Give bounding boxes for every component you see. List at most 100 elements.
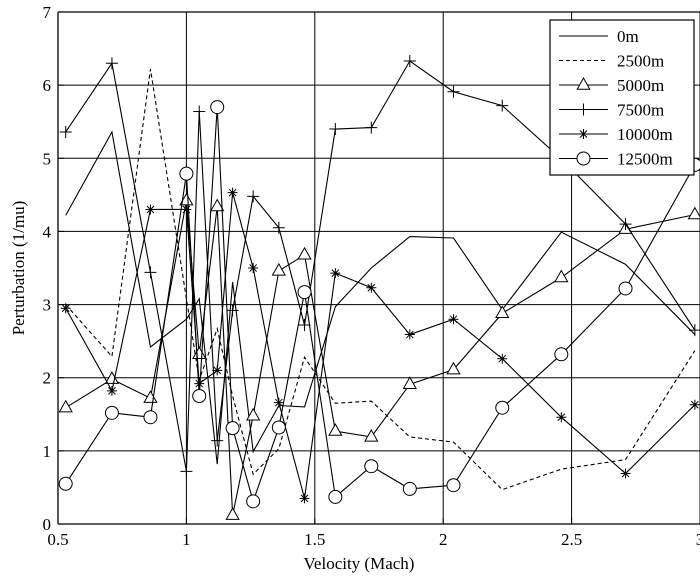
data-point: [556, 412, 567, 423]
data-point: [620, 468, 631, 479]
series-line-4: [65, 192, 696, 499]
data-point: [227, 187, 238, 198]
legend-label: 0m: [617, 27, 639, 46]
data-point: [181, 204, 192, 215]
series-1: [65, 68, 696, 491]
legend: 0m 2500m 5000m 7500m 10000m 12500m: [549, 19, 695, 176]
legend-label: 7500m: [617, 101, 664, 120]
data-point: [271, 262, 287, 276]
data-point: [366, 282, 377, 293]
data-point: [403, 55, 416, 68]
data-point: [689, 399, 700, 410]
data-point: [446, 478, 461, 493]
legend-label: 2500m: [617, 52, 664, 71]
series-line-5: [65, 107, 696, 504]
y-axis-label: Perturbation (1/mu): [9, 201, 28, 336]
legend-label: 12500m: [617, 150, 673, 169]
data-point: [329, 123, 342, 136]
data-point: [495, 305, 510, 319]
data-point: [194, 378, 205, 389]
data-point: [496, 99, 509, 112]
legend-marker: [577, 103, 590, 116]
data-point: [402, 481, 417, 496]
data-point: [106, 385, 117, 396]
data-point: [226, 304, 239, 317]
y-tick-label: 6: [43, 76, 52, 95]
data-point: [246, 494, 261, 509]
data-point: [104, 405, 119, 420]
data-point: [246, 407, 261, 421]
y-tick-label: 1: [43, 442, 52, 461]
data-point: [364, 428, 379, 442]
data-point: [298, 319, 311, 332]
legend-box: [549, 19, 695, 176]
data-point: [365, 121, 378, 134]
legend-marker: [576, 76, 591, 90]
data-point: [271, 420, 286, 435]
data-point: [192, 389, 207, 403]
data-point: [330, 268, 341, 279]
data-point: [554, 347, 569, 362]
series-line-0: [65, 130, 696, 465]
data-point: [59, 125, 72, 138]
data-point: [619, 218, 632, 231]
y-tick-label: 4: [43, 222, 52, 241]
data-point: [210, 198, 225, 212]
data-point: [225, 421, 240, 436]
data-point: [105, 57, 118, 70]
series-3: [59, 55, 700, 478]
data-point: [212, 365, 223, 376]
data-point: [143, 390, 158, 403]
x-tick-label: 0.5: [47, 530, 68, 549]
series-line-1: [65, 68, 696, 491]
y-tick-label: 5: [43, 149, 52, 168]
data-point: [273, 397, 284, 408]
axes: [57, 11, 700, 525]
data-point: [210, 100, 225, 115]
data-point: [145, 204, 156, 215]
y-tick-label: 7: [43, 3, 52, 22]
series-4: [60, 187, 700, 504]
legend-marker: [576, 151, 591, 166]
data-point: [58, 476, 73, 491]
data-point: [211, 434, 224, 447]
y-tick-label: 0: [43, 515, 52, 534]
data-point: [495, 400, 510, 415]
y-tick-label: 2: [43, 369, 52, 388]
data-point: [193, 105, 206, 118]
data-point: [143, 410, 158, 425]
data-point: [247, 190, 260, 203]
data-point: [364, 459, 379, 474]
x-tick-label: 3: [696, 530, 700, 549]
legend-label: 5000m: [617, 76, 664, 95]
data-point: [687, 206, 700, 220]
data-point: [554, 269, 569, 283]
legend-label: 10000m: [617, 125, 673, 144]
data-point: [297, 246, 312, 260]
data-point: [404, 329, 415, 340]
data-point: [225, 507, 240, 520]
data-point: [272, 221, 285, 234]
data-point: [299, 493, 310, 504]
data-point: [58, 399, 73, 413]
data-point: [297, 285, 312, 300]
data-point: [688, 324, 700, 337]
data-point: [618, 281, 633, 296]
data-point: [497, 353, 508, 364]
x-tick-label: 2: [439, 530, 448, 549]
tick-labels: 0.5 1 1.5 2 2.5 3 0 1 2 3 4 5 6 7: [43, 3, 700, 549]
series-line-2: [65, 200, 695, 516]
data-point: [446, 361, 461, 375]
series-0: [65, 130, 696, 465]
series-layer: [58, 55, 700, 520]
data-point: [448, 314, 459, 325]
x-tick-label: 1.5: [304, 530, 325, 549]
data-point: [60, 303, 71, 314]
data-point: [447, 85, 460, 98]
series-line-3: [65, 60, 696, 472]
data-point: [402, 376, 417, 389]
series-5: [58, 100, 700, 509]
data-point: [248, 263, 259, 273]
data-point: [328, 423, 343, 436]
